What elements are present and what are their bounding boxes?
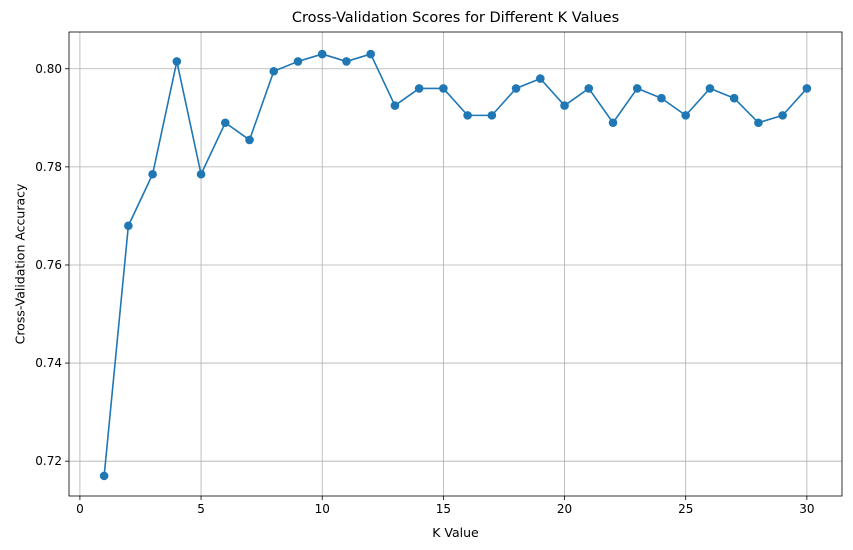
data-point bbox=[778, 111, 787, 120]
data-point bbox=[681, 111, 691, 120]
data-point bbox=[99, 471, 109, 481]
x-tick-label: 0 bbox=[76, 502, 84, 516]
data-point bbox=[536, 74, 545, 83]
data-point bbox=[245, 135, 254, 145]
data-point bbox=[584, 84, 594, 93]
data-point bbox=[293, 57, 303, 66]
data-point bbox=[487, 111, 497, 120]
y-tick-label: 0.76 bbox=[35, 258, 62, 272]
data-point bbox=[172, 57, 182, 66]
x-tick-label: 10 bbox=[315, 502, 330, 516]
data-point bbox=[439, 84, 448, 93]
series-markers bbox=[99, 49, 812, 481]
data-point bbox=[657, 93, 666, 103]
data-point bbox=[802, 84, 812, 93]
data-point bbox=[560, 101, 569, 110]
data-point bbox=[390, 101, 400, 110]
data-point bbox=[511, 84, 521, 93]
axis-ticks: 0 5 10 15 20 25 30 0.72 0.74 0.76 0.78 0.80 bbox=[35, 62, 814, 516]
data-point bbox=[705, 84, 715, 93]
data-point bbox=[463, 111, 472, 120]
x-tick-label: 5 bbox=[197, 502, 205, 516]
data-point bbox=[414, 84, 424, 93]
data-point bbox=[148, 169, 157, 179]
x-tick-label: 25 bbox=[678, 502, 693, 516]
chart-title: Cross-Validation Scores for Different K … bbox=[292, 10, 619, 26]
data-point bbox=[317, 49, 327, 59]
data-point bbox=[729, 93, 739, 103]
x-tick-label: 30 bbox=[799, 502, 814, 516]
data-point bbox=[196, 169, 206, 179]
y-tick-label: 0.80 bbox=[35, 62, 62, 76]
y-tick-label: 0.78 bbox=[35, 160, 62, 174]
series-line bbox=[103, 53, 808, 476]
data-point bbox=[220, 118, 230, 128]
x-tick-label: 15 bbox=[436, 502, 451, 516]
grid-lines bbox=[69, 32, 842, 496]
data-point bbox=[632, 84, 642, 93]
x-axis-label: K Value bbox=[432, 525, 479, 540]
x-tick-label: 20 bbox=[557, 502, 572, 516]
data-point bbox=[124, 221, 133, 231]
series-line-path bbox=[103, 53, 808, 476]
y-axis-label: Cross-Validation Accuracy bbox=[12, 183, 27, 344]
data-point bbox=[754, 118, 763, 128]
data-point bbox=[269, 66, 279, 76]
data-point bbox=[366, 49, 375, 59]
data-point bbox=[608, 118, 618, 128]
data-point bbox=[342, 57, 351, 66]
y-tick-label: 0.74 bbox=[35, 356, 62, 370]
plot-area-frame bbox=[68, 31, 843, 497]
y-tick-label: 0.72 bbox=[35, 454, 62, 468]
